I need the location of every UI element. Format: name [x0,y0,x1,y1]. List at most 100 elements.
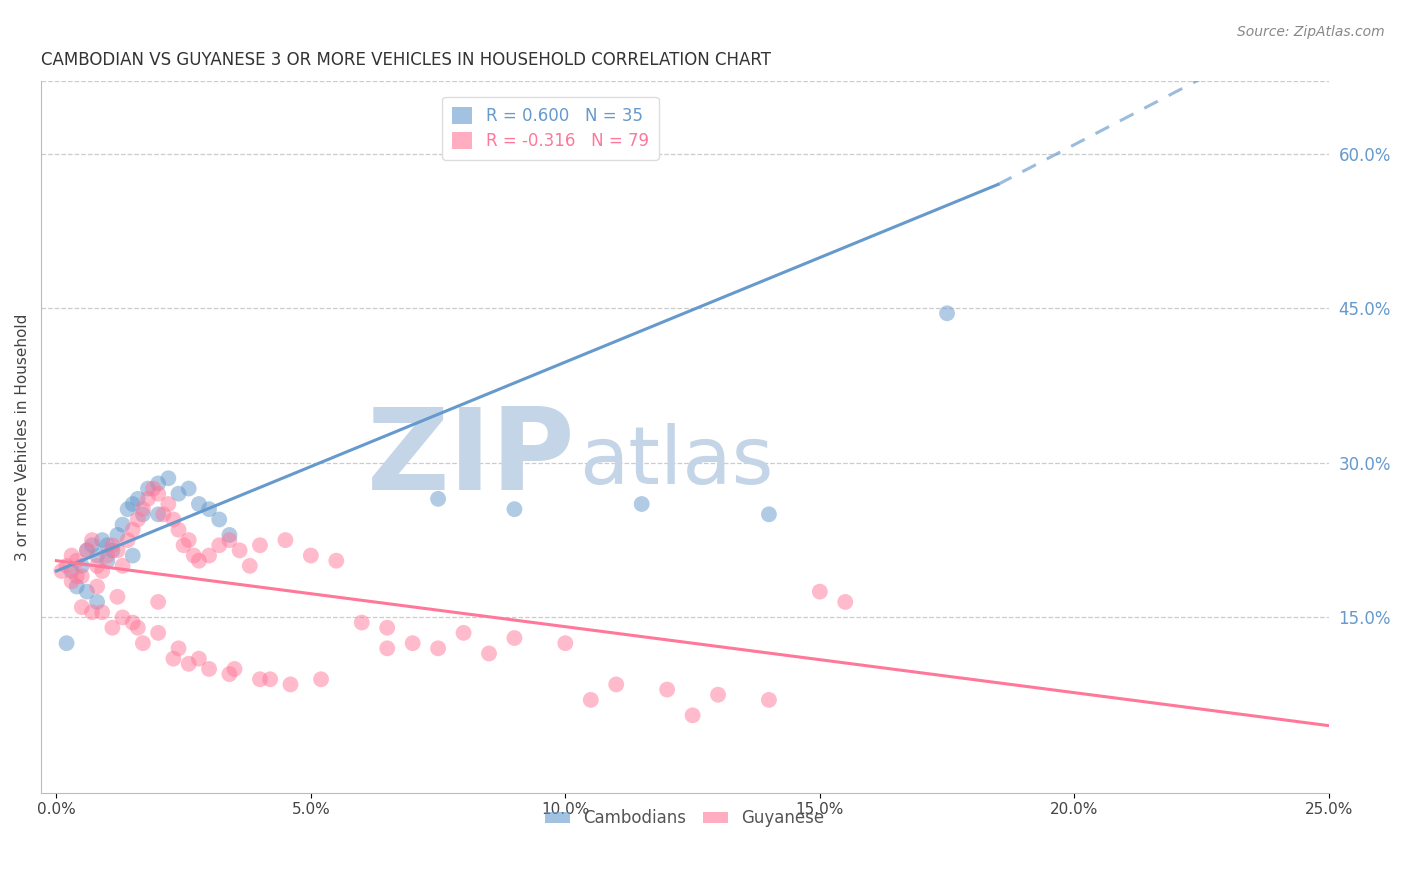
Point [808,584,831,599]
Point [682,708,704,723]
Text: Source: ZipAtlas.com: Source: ZipAtlas.com [1237,25,1385,39]
Point [127,512,149,526]
Point [630,497,652,511]
Point [107,543,129,558]
Point [111,610,134,624]
Point [299,549,322,563]
Point [162,651,184,665]
Point [375,641,398,656]
Point [350,615,373,630]
Point [655,682,678,697]
Point [55,558,77,573]
Point [86,595,108,609]
Point [70,569,93,583]
Point [167,641,190,656]
Point [187,651,209,665]
Point [198,549,221,563]
Point [66,554,89,568]
Point [707,688,730,702]
Point [218,667,240,681]
Point [91,533,114,547]
Point [605,677,627,691]
Text: ZIP: ZIP [367,403,575,514]
Point [96,549,118,563]
Point [177,533,200,547]
Point [218,528,240,542]
Point [121,497,143,511]
Point [60,564,83,578]
Point [224,662,246,676]
Point [758,693,780,707]
Legend: Cambodians, Guyanese: Cambodians, Guyanese [538,803,831,834]
Point [167,523,190,537]
Point [249,672,271,686]
Point [177,657,200,671]
Point [51,564,73,578]
Text: atlas: atlas [579,423,773,501]
Point [121,615,143,630]
Point [70,600,93,615]
Point [453,625,475,640]
Point [187,497,209,511]
Point [86,579,108,593]
Point [80,605,103,619]
Text: CAMBODIAN VS GUYANESE 3 OR MORE VEHICLES IN HOUSEHOLD CORRELATION CHART: CAMBODIAN VS GUYANESE 3 OR MORE VEHICLES… [41,51,770,69]
Point [136,482,159,496]
Point [427,641,450,656]
Point [936,306,959,320]
Point [162,512,184,526]
Point [76,584,98,599]
Point [146,486,169,500]
Point [136,491,159,506]
Point [111,558,134,573]
Point [208,538,231,552]
Point [121,549,143,563]
Y-axis label: 3 or more Vehicles in Household: 3 or more Vehicles in Household [15,313,30,561]
Point [96,554,118,568]
Point [117,502,139,516]
Point [309,672,332,686]
Point [146,625,169,640]
Point [218,533,240,547]
Point [70,558,93,573]
Point [157,497,180,511]
Point [375,621,398,635]
Point [76,543,98,558]
Point [121,523,143,537]
Point [249,538,271,552]
Point [325,554,347,568]
Point [101,621,124,635]
Point [427,491,450,506]
Point [76,543,98,558]
Point [274,533,297,547]
Point [173,538,195,552]
Point [60,574,83,589]
Point [146,595,169,609]
Point [132,502,155,516]
Point [554,636,576,650]
Point [401,636,423,650]
Point [142,482,165,496]
Point [198,502,221,516]
Point [478,647,501,661]
Point [239,558,262,573]
Point [157,471,180,485]
Point [228,543,250,558]
Point [111,517,134,532]
Point [198,662,221,676]
Point [80,533,103,547]
Point [208,512,231,526]
Point [117,533,139,547]
Point [60,549,83,563]
Point [66,569,89,583]
Point [152,508,174,522]
Point [280,677,302,691]
Point [91,564,114,578]
Point [107,590,129,604]
Point [503,631,526,645]
Point [86,558,108,573]
Point [183,549,205,563]
Point [86,549,108,563]
Point [101,543,124,558]
Point [167,486,190,500]
